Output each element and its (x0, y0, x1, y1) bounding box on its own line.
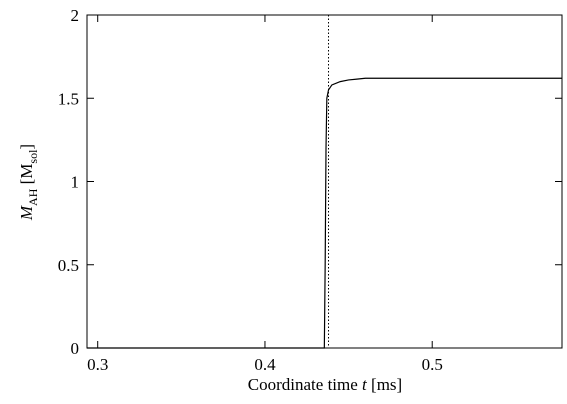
y-tick-label: 0 (71, 339, 80, 358)
x-tick-label: 0.4 (254, 355, 276, 374)
x-axis-label: Coordinate time t [ms] (248, 375, 402, 394)
y-tick-label: 1.5 (58, 89, 79, 108)
x-label-symbol: t (362, 375, 368, 394)
y-tick-label: 2 (71, 6, 80, 25)
y-label-unit-subscript: sol (26, 149, 40, 164)
y-label-bracket: ] (17, 144, 36, 150)
y-label-unit: [M (17, 164, 36, 189)
y-label-symbol: M (17, 205, 36, 221)
data-line (87, 77, 562, 349)
x-tick-label: 0.3 (87, 355, 108, 374)
y-label-subscript: AH (26, 188, 40, 206)
y-tick-label: 1 (71, 173, 80, 192)
x-label-text: Coordinate time (248, 375, 362, 394)
x-tick-label: 0.5 (422, 355, 443, 374)
x-label-unit: [ms] (367, 375, 402, 394)
y-tick-label: 0.5 (58, 256, 79, 275)
y-axis-label: MAH [Msol] (17, 144, 40, 221)
